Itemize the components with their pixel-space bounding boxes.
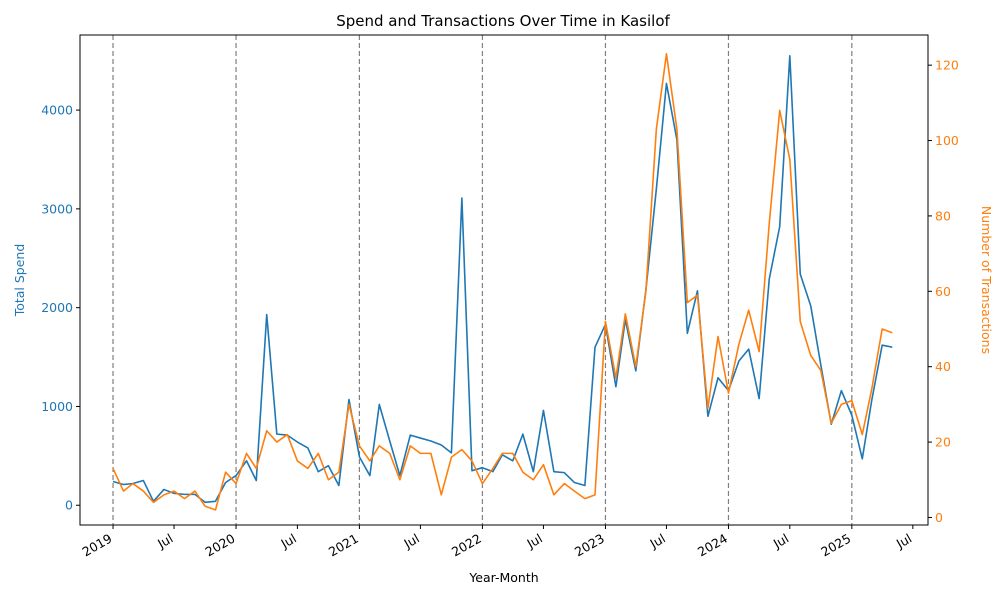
y-axis-left-title: Total Spend: [12, 244, 27, 318]
y-left-tick-label: 4000: [41, 103, 73, 118]
y-right-tick-label: 80: [935, 208, 951, 223]
y-axis-right-title: Number of Transactions: [979, 206, 994, 354]
x-tick-label: Jul: [400, 531, 421, 552]
y-left-tick-label: 3000: [41, 201, 73, 216]
x-tick-label: Jul: [770, 531, 791, 552]
y-right-tick-label: 100: [935, 133, 959, 148]
x-axis-title: Year-Month: [468, 570, 538, 585]
y-right-tick-label: 120: [935, 58, 959, 73]
chart-title: Spend and Transactions Over Time in Kasi…: [336, 12, 670, 30]
x-tick-label: Jul: [277, 531, 298, 552]
y-left-tick-label: 0: [65, 498, 73, 513]
transactions-series: [112, 53, 893, 511]
year-markers: [112, 35, 853, 525]
y-left-tick-label: 1000: [41, 399, 73, 414]
y-axis-left: 0 1000 2000 3000 4000: [41, 103, 80, 513]
y-axis-right: 0 20 40 60 80 100 120: [928, 58, 959, 525]
x-tick-label: Jul: [523, 531, 544, 552]
plot-frame: [79, 34, 929, 526]
y-right-tick-label: 60: [935, 284, 951, 299]
x-tick-label: Jul: [154, 531, 175, 552]
x-tick-label: Jul: [893, 531, 914, 552]
transactions-line: [112, 53, 893, 511]
y-right-tick-label: 0: [935, 510, 943, 525]
y-right-tick-label: 20: [935, 435, 951, 450]
x-tick-label: Jul: [647, 531, 668, 552]
y-right-tick-label: 40: [935, 359, 951, 374]
y-left-tick-label: 2000: [41, 300, 73, 315]
